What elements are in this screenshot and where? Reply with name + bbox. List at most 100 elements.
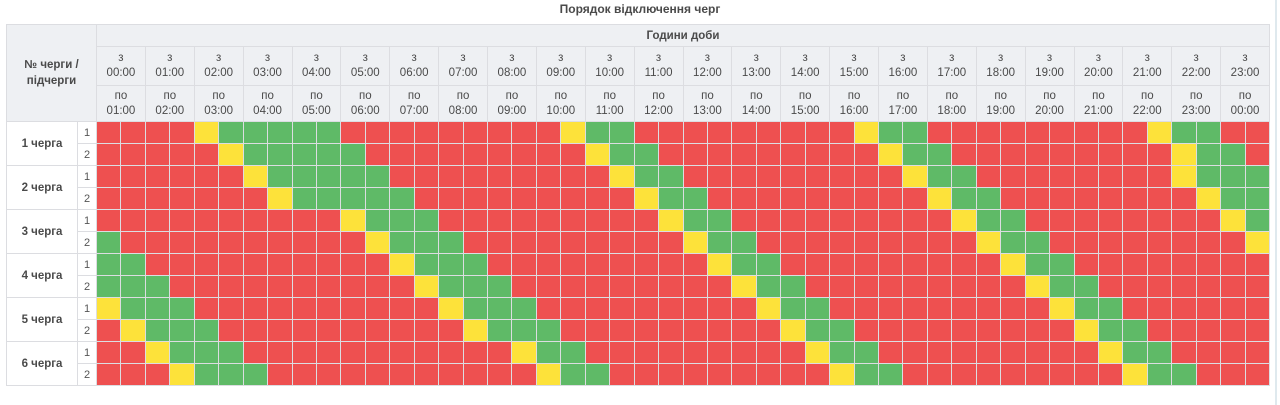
outage-slot: [731, 297, 757, 320]
outage-slot: [120, 341, 146, 364]
outage-slot: [877, 341, 904, 364]
outage-slot: [609, 253, 635, 276]
outage-slot: [804, 253, 831, 276]
from-prefix: з: [1144, 52, 1150, 64]
outage-slot: [267, 231, 293, 254]
queue-label: 4 черга: [6, 253, 78, 298]
hour-to-header: по 16:00: [829, 85, 879, 122]
queue-label: 2 черга: [6, 165, 78, 210]
outage-slot: [682, 297, 708, 320]
power-on-slot: [218, 341, 244, 364]
power-on-slot: [1146, 363, 1173, 386]
hour-from-header: з 06:00: [389, 46, 440, 86]
power-on-slot: [804, 319, 831, 342]
to-time: 09:00: [497, 104, 527, 117]
outage-slot: [902, 231, 928, 254]
queue-row: 6 черга 1: [6, 341, 1271, 386]
outage-slot: [853, 187, 880, 210]
to-time: 07:00: [399, 104, 429, 117]
outage-slot: [413, 341, 440, 364]
outage-slot: [1097, 209, 1124, 232]
outage-slot: [413, 187, 440, 210]
subqueue-label: 1: [77, 209, 97, 232]
queue-row: 3 черга 1: [6, 209, 1271, 254]
to-prefix: по: [407, 89, 421, 102]
from-time: 10:00: [595, 67, 625, 79]
hour-to-header: по 05:00: [291, 85, 342, 122]
outage-slot: [877, 165, 904, 188]
from-time: 22:00: [1181, 67, 1211, 79]
outage-slot: [95, 121, 122, 144]
possible-outage-slot: [1146, 121, 1173, 144]
queue-label: 5 черга: [6, 297, 78, 342]
hour-to-header: по 15:00: [780, 85, 831, 122]
outage-slot: [1097, 275, 1124, 298]
outage-slot: [804, 187, 831, 210]
outage-slot: [1220, 297, 1246, 320]
outage-slot: [218, 231, 244, 254]
outage-slot: [169, 275, 195, 298]
outage-slot: [340, 275, 366, 298]
outage-slot: [462, 143, 489, 166]
outage-slot: [242, 341, 269, 364]
outage-slot: [584, 253, 611, 276]
subqueue-label: 2: [77, 231, 97, 254]
hour-to-header: по 02:00: [144, 85, 195, 122]
power-on-slot: [877, 121, 904, 144]
outage-slot: [829, 143, 855, 166]
possible-outage-slot: [853, 121, 880, 144]
outage-slot: [658, 319, 684, 342]
outage-slot: [1146, 187, 1173, 210]
outage-slot: [1146, 209, 1173, 232]
outage-slot: [169, 121, 195, 144]
to-prefix: по: [505, 89, 519, 102]
outage-slot: [1049, 363, 1075, 386]
outage-slot: [315, 319, 342, 342]
outage-slot: [804, 231, 831, 254]
outage-slot: [609, 231, 635, 254]
outage-slot: [804, 209, 831, 232]
outage-slot: [780, 363, 806, 386]
outage-slot: [144, 253, 171, 276]
outage-slot: [926, 363, 953, 386]
power-on-slot: [462, 253, 489, 276]
outage-slot: [731, 363, 757, 386]
hour-from-header: з 11:00: [633, 46, 684, 86]
time-from-row: з 00:00 з 01:00 з 02:00 з 03:00 з 04:00 з 05:00 з 06:…: [7, 46, 1270, 86]
outage-slot: [1195, 231, 1222, 254]
subqueue-label: 2: [77, 275, 97, 298]
outage-slot: [389, 363, 415, 386]
from-time: 09:00: [546, 67, 576, 79]
queue-row: 2: [7, 143, 1271, 166]
power-on-slot: [291, 165, 317, 188]
outage-slot: [1122, 143, 1148, 166]
outage-slot: [975, 253, 1002, 276]
power-on-slot: [853, 363, 880, 386]
to-prefix: по: [896, 89, 910, 102]
to-time: 01:00: [106, 104, 136, 117]
outage-slot: [1024, 319, 1051, 342]
from-time: 00:00: [106, 67, 136, 79]
possible-outage-slot: [535, 363, 562, 386]
outage-slot: [658, 341, 684, 364]
power-on-slot: [120, 297, 146, 320]
power-on-slot: [486, 319, 513, 342]
outage-slot: [462, 209, 489, 232]
outage-slot: [267, 275, 293, 298]
outage-slot: [218, 209, 244, 232]
outage-slot: [364, 253, 391, 276]
outage-slot: [706, 319, 733, 342]
subqueue-label: 1: [77, 297, 97, 320]
power-on-slot: [169, 297, 195, 320]
outage-slot: [1049, 143, 1075, 166]
from-time: 15:00: [839, 67, 869, 79]
outage-slot: [1024, 297, 1051, 320]
outage-slot: [438, 165, 464, 188]
outage-slot: [853, 275, 880, 298]
power-on-slot: [951, 165, 977, 188]
outage-slot: [413, 165, 440, 188]
possible-outage-slot: [1073, 319, 1099, 342]
outage-slot: [315, 297, 342, 320]
subqueue-label: 2: [77, 187, 97, 210]
outage-slot: [755, 209, 782, 232]
